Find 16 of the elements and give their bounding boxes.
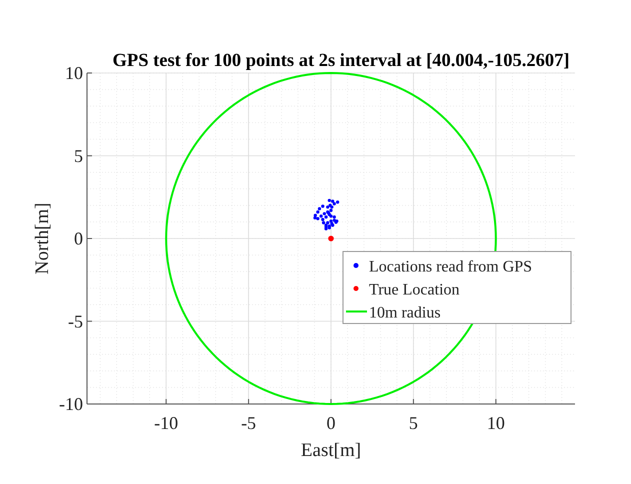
x-axis-title: East[m] bbox=[300, 440, 362, 461]
y-axis-title: North[m] bbox=[32, 202, 53, 274]
x-tick-label: 10 bbox=[486, 413, 505, 433]
x-tick-label: -10 bbox=[154, 413, 178, 433]
y-tick-label: 0 bbox=[74, 228, 83, 248]
y-tick-label: -5 bbox=[68, 311, 83, 332]
y-tick-label: -10 bbox=[59, 394, 83, 414]
legend-label: Locations read from GPS bbox=[369, 258, 532, 276]
legend-label: True Location bbox=[369, 282, 460, 298]
x-tick-label: -5 bbox=[241, 413, 256, 433]
y-tick-label: 5 bbox=[74, 146, 83, 166]
y-tick-label: 10 bbox=[65, 63, 83, 83]
annotation: 10m radius bbox=[369, 304, 441, 322]
x-tick-label: 0 bbox=[326, 413, 336, 433]
x-tick-label: 5 bbox=[408, 413, 418, 433]
chart-title: GPS test for 100 points at 2s interval at [40.004,-105.2607] bbox=[112, 51, 570, 71]
